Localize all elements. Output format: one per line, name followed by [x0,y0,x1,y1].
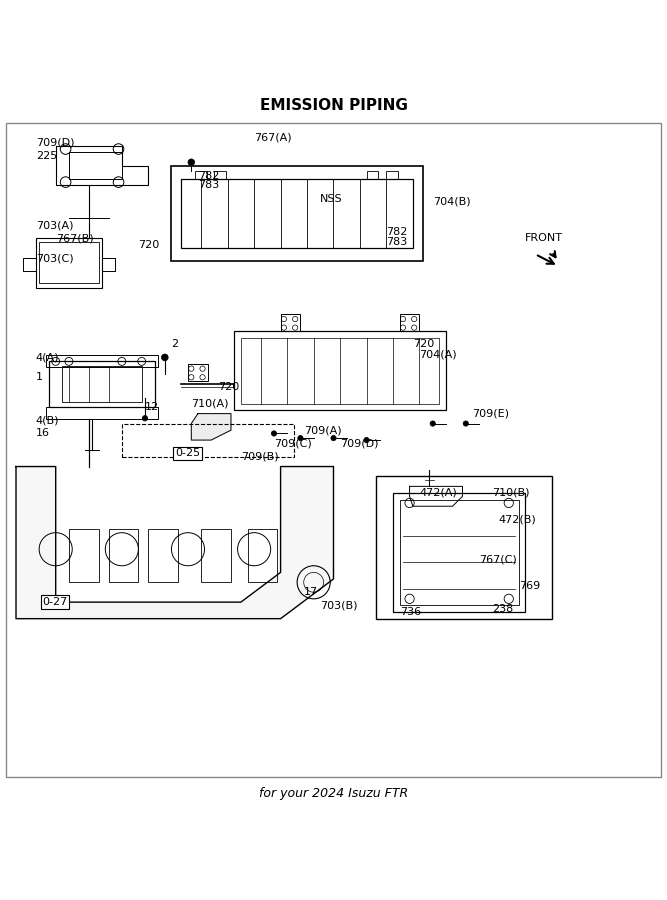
Text: EMISSION PIPING: EMISSION PIPING [259,98,408,112]
Bar [181,179,413,248]
Polygon shape [191,414,231,440]
Text: 767(B): 767(B) [55,233,93,243]
Text: 709(D): 709(D) [340,438,379,448]
Circle shape [271,431,277,436]
Text: 12: 12 [145,402,159,412]
Text: 709(A): 709(A) [303,425,342,436]
Text: 709(B): 709(B) [241,452,279,462]
Bar [214,171,226,179]
Text: 709(E): 709(E) [472,409,510,419]
Text: 4(B): 4(B) [36,415,59,425]
Circle shape [430,421,436,427]
Text: 783: 783 [386,237,408,247]
Text: 225: 225 [36,150,57,161]
Bar [171,166,423,262]
Bar [69,529,99,582]
Text: 736: 736 [400,608,421,617]
Text: NSS: NSS [320,194,343,203]
Bar [281,314,300,331]
Bar [386,171,398,179]
Text: 783: 783 [198,180,219,191]
Bar [69,152,122,179]
Bar [109,529,138,582]
Bar [36,238,102,288]
Text: for your 2024 Isuzu FTR: for your 2024 Isuzu FTR [259,788,408,800]
Text: 720: 720 [217,382,239,392]
FancyArrowPatch shape [538,256,554,264]
Text: 238: 238 [492,604,514,614]
Bar [234,331,446,410]
Bar [201,529,231,582]
Text: 472(B): 472(B) [499,515,537,525]
Circle shape [463,421,468,427]
Text: 2: 2 [171,339,179,349]
Text: 710(B): 710(B) [492,488,530,498]
Bar [62,366,141,402]
Bar [241,338,440,404]
Text: 17: 17 [303,587,318,598]
Bar [376,476,552,618]
Text: 720: 720 [413,339,434,349]
Bar [400,314,420,331]
Bar [195,171,207,179]
Text: 1: 1 [36,373,43,382]
Text: 16: 16 [36,428,50,438]
Bar [188,364,208,381]
Text: 710(A): 710(A) [191,399,229,409]
Text: FRONT: FRONT [526,233,564,243]
Text: 709(C): 709(C) [274,438,311,448]
Bar [247,529,277,582]
Text: 703(B): 703(B) [320,600,358,610]
Bar [122,424,293,456]
Bar [46,356,158,367]
Text: 782: 782 [198,170,219,181]
Circle shape [161,354,168,361]
Text: 767(C): 767(C) [479,554,517,564]
Bar [49,361,155,407]
Bar [367,171,378,179]
Circle shape [142,416,147,421]
Circle shape [188,159,195,166]
Bar [39,242,99,284]
Bar [400,500,519,606]
Text: 769: 769 [519,580,540,590]
Text: 703(C): 703(C) [36,253,73,263]
Text: 704(A): 704(A) [420,349,457,359]
Text: 4(A): 4(A) [36,353,59,363]
Polygon shape [16,466,333,618]
Text: 472(A): 472(A) [420,488,458,498]
Text: 709(D): 709(D) [36,138,74,148]
Bar [393,493,526,612]
Text: 767(A): 767(A) [254,133,291,143]
Text: 0-25: 0-25 [175,448,200,458]
Text: 703(A): 703(A) [36,220,73,230]
Bar [148,529,178,582]
Circle shape [364,437,370,443]
Text: 704(B): 704(B) [433,197,470,207]
Circle shape [297,436,303,441]
Bar [46,407,158,418]
Text: 782: 782 [386,227,408,237]
Text: 0-27: 0-27 [43,597,68,608]
Circle shape [331,436,336,441]
Text: 720: 720 [138,240,159,250]
